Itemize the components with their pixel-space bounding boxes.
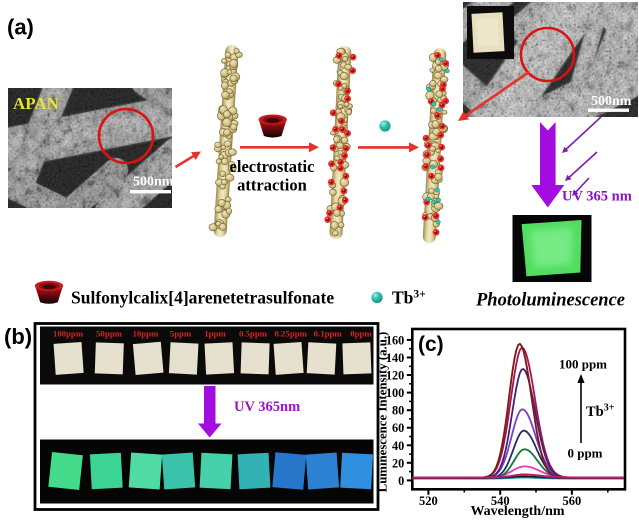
svg-text:20: 20 (392, 456, 404, 470)
svg-text:0ppm: 0ppm (350, 329, 372, 339)
svg-text:(c): (c) (418, 333, 444, 356)
svg-text:100 ppm: 100 ppm (559, 357, 607, 372)
svg-text:60: 60 (392, 421, 404, 435)
svg-text:Luminescence Intensity (a.u.): Luminescence Intensity (a.u.) (376, 332, 390, 493)
svg-text:UV 365nm: UV 365nm (234, 399, 300, 415)
svg-text:500nm: 500nm (591, 94, 632, 109)
svg-text:100ppm: 100ppm (53, 329, 84, 339)
svg-text:APAN: APAN (13, 94, 60, 113)
svg-text:50ppm: 50ppm (96, 329, 123, 339)
svg-text:160: 160 (386, 333, 404, 347)
svg-text:0.5ppm: 0.5ppm (239, 329, 268, 339)
svg-text:5ppm: 5ppm (170, 329, 192, 339)
svg-text:0 ppm: 0 ppm (567, 446, 602, 461)
svg-text:UV 365 nm: UV 365 nm (562, 189, 632, 205)
svg-text:520: 520 (419, 494, 438, 508)
svg-text:Wavelength/nm: Wavelength/nm (470, 504, 564, 519)
svg-text:1ppm: 1ppm (204, 329, 226, 339)
svg-text:80: 80 (392, 404, 404, 418)
svg-text:Photoluminescence: Photoluminescence (475, 291, 625, 311)
svg-text:Sulfonylcalix[4]arenetetrasulf: Sulfonylcalix[4]arenetetrasulfonate (71, 288, 334, 308)
svg-text:0: 0 (398, 474, 404, 488)
svg-text:attraction: attraction (237, 176, 307, 195)
svg-text:500nm: 500nm (133, 175, 174, 190)
svg-text:100: 100 (386, 386, 404, 400)
svg-text:540: 540 (491, 494, 510, 508)
svg-text:0.1ppm: 0.1ppm (314, 329, 343, 339)
svg-text:560: 560 (563, 494, 582, 508)
svg-text:0.25ppm: 0.25ppm (274, 329, 307, 339)
svg-text:(b): (b) (4, 324, 32, 349)
svg-text:140: 140 (386, 351, 404, 365)
svg-text:10ppm: 10ppm (132, 329, 159, 339)
svg-text:(a): (a) (7, 15, 34, 40)
svg-text:electrostatic: electrostatic (230, 157, 315, 176)
svg-text:120: 120 (386, 369, 404, 383)
svg-text:40: 40 (392, 439, 404, 453)
